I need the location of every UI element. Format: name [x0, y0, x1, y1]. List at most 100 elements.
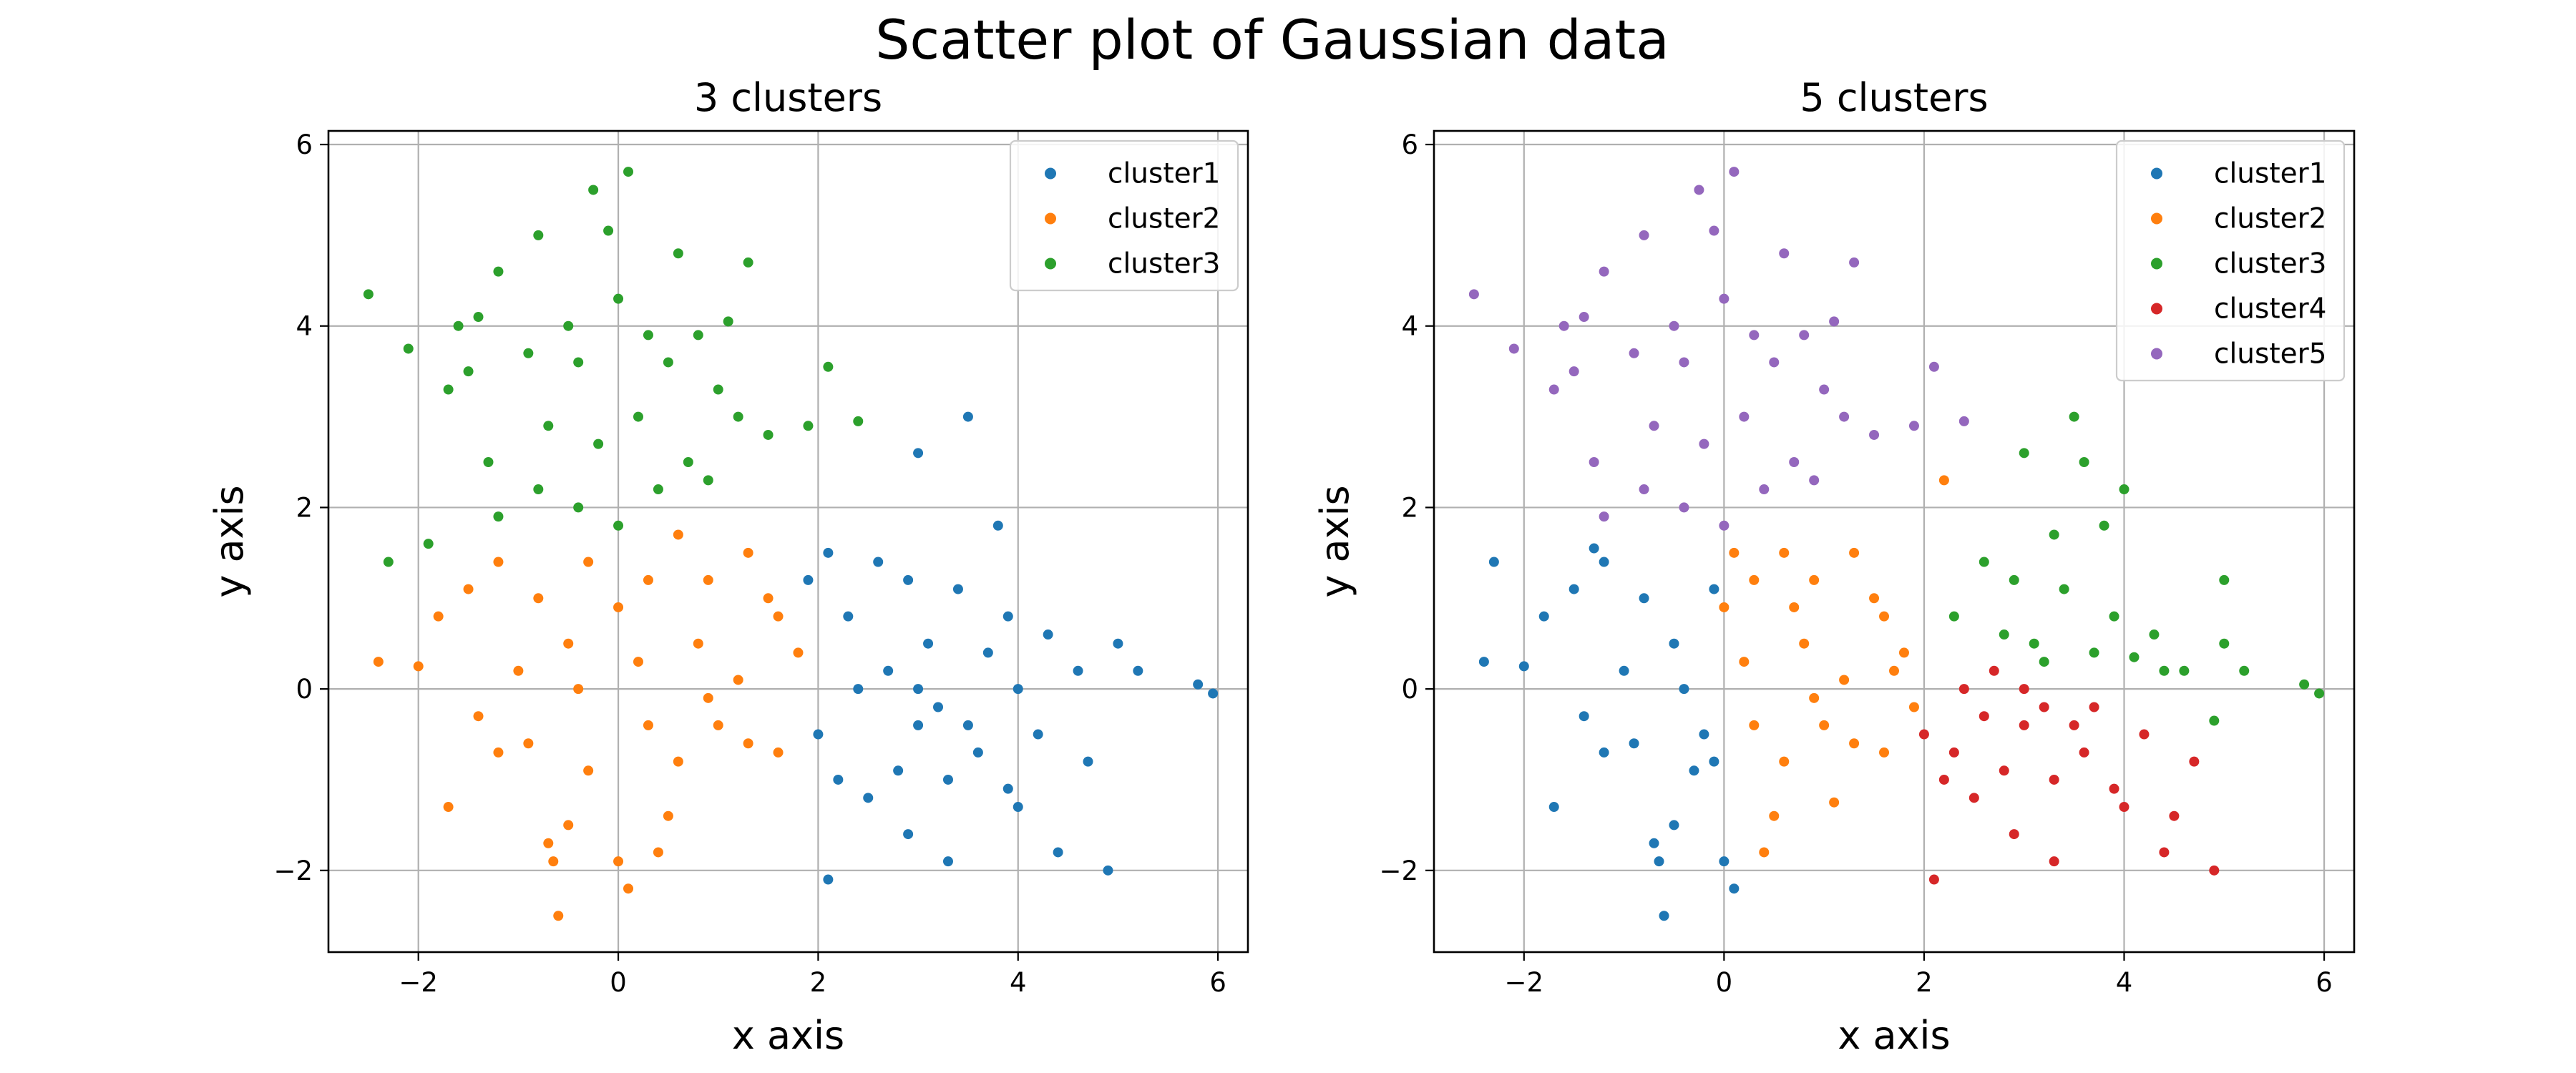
data-point-cluster2 — [1739, 657, 1750, 667]
data-point-cluster1 — [1589, 543, 1599, 554]
legend-marker-cluster2 — [1045, 212, 1056, 225]
data-point-cluster3 — [493, 266, 504, 277]
data-point-cluster2 — [1908, 702, 1919, 712]
data-point-cluster1 — [1133, 665, 1143, 676]
data-point-cluster4 — [1918, 729, 1929, 740]
data-point-cluster1 — [1679, 684, 1689, 695]
data-point-cluster3 — [2059, 584, 2069, 594]
data-point-cluster1 — [1639, 593, 1649, 604]
data-point-cluster3 — [623, 167, 634, 177]
data-point-cluster1 — [923, 638, 934, 649]
data-point-cluster3 — [533, 484, 544, 495]
series-cluster4 — [1918, 665, 2220, 885]
data-point-cluster3 — [573, 502, 584, 513]
data-point-cluster2 — [703, 574, 713, 585]
data-point-cluster1 — [823, 547, 834, 558]
data-point-cluster3 — [2299, 679, 2310, 690]
data-point-cluster2 — [743, 547, 753, 558]
data-point-cluster1 — [972, 747, 983, 758]
data-point-cluster3 — [383, 557, 394, 567]
data-point-cluster3 — [2009, 574, 2019, 585]
data-point-cluster2 — [1809, 692, 1820, 703]
legend-marker-cluster4 — [2151, 303, 2162, 315]
data-point-cluster2 — [1869, 593, 1880, 604]
data-point-cluster3 — [2109, 611, 2119, 622]
data-point-cluster2 — [673, 529, 683, 540]
data-point-cluster3 — [663, 357, 673, 368]
data-point-cluster1 — [853, 684, 864, 695]
data-point-cluster2 — [373, 657, 384, 667]
data-point-cluster2 — [643, 720, 653, 730]
x-tick-label: 0 — [610, 967, 627, 998]
data-point-cluster4 — [2079, 747, 2089, 758]
data-point-cluster1 — [1073, 665, 1083, 676]
data-point-cluster3 — [713, 384, 723, 395]
data-point-cluster5 — [1709, 225, 1719, 236]
data-point-cluster3 — [613, 520, 624, 531]
data-point-cluster1 — [1659, 911, 1669, 921]
data-point-cluster1 — [1709, 584, 1719, 594]
legend-box — [2115, 139, 2346, 382]
data-point-cluster4 — [2109, 783, 2119, 794]
data-point-cluster2 — [433, 611, 444, 622]
data-point-cluster3 — [593, 438, 604, 449]
y-tick-label: 6 — [1401, 129, 1418, 160]
data-point-cluster5 — [1589, 457, 1599, 468]
data-point-cluster2 — [703, 692, 713, 703]
legend-label: cluster4 — [2214, 293, 2326, 325]
data-point-cluster2 — [613, 602, 624, 612]
data-point-cluster5 — [1548, 384, 1559, 395]
data-point-cluster1 — [803, 574, 814, 585]
data-point-cluster2 — [463, 584, 474, 594]
data-point-cluster1 — [1053, 847, 1063, 858]
data-point-cluster1 — [982, 647, 993, 658]
data-point-cluster3 — [703, 475, 713, 486]
data-point-cluster1 — [833, 774, 844, 785]
data-point-cluster3 — [2099, 520, 2109, 531]
legend-marker-cluster2 — [2151, 212, 2162, 225]
data-point-cluster3 — [573, 357, 584, 368]
y-tick-label: 6 — [296, 129, 313, 160]
data-point-cluster3 — [2079, 457, 2089, 468]
data-point-cluster3 — [2314, 688, 2325, 699]
data-point-cluster2 — [583, 765, 594, 776]
data-point-cluster4 — [2039, 702, 2049, 712]
data-point-cluster4 — [1968, 793, 1979, 803]
data-point-cluster3 — [743, 257, 753, 268]
data-point-cluster4 — [2189, 756, 2200, 767]
x-tick-label: 2 — [810, 967, 827, 998]
data-point-cluster4 — [1958, 684, 1969, 695]
data-point-cluster2 — [1849, 738, 1860, 749]
y-tick-label: 4 — [296, 311, 313, 342]
data-point-cluster5 — [1819, 384, 1830, 395]
data-point-cluster1 — [962, 720, 973, 730]
data-point-cluster3 — [673, 248, 683, 259]
data-point-cluster4 — [1948, 747, 1959, 758]
figure-title: Scatter plot of Gaussian data — [875, 8, 1669, 72]
data-point-cluster1 — [1649, 838, 1659, 848]
data-point-cluster3 — [423, 539, 434, 549]
data-point-cluster5 — [1639, 484, 1649, 495]
data-point-cluster2 — [1759, 847, 1770, 858]
x-axis-label: x axis — [1838, 1013, 1950, 1058]
x-tick-label: 2 — [1916, 967, 1933, 998]
x-tick-label: 6 — [1209, 967, 1226, 998]
data-point-cluster5 — [1799, 330, 1810, 340]
data-point-cluster2 — [1849, 547, 1860, 558]
data-point-cluster3 — [693, 330, 703, 340]
data-point-cluster4 — [2049, 856, 2059, 867]
data-point-cluster3 — [723, 316, 733, 327]
data-point-cluster1 — [1103, 865, 1113, 876]
data-point-cluster3 — [2029, 638, 2039, 649]
data-point-cluster2 — [1879, 611, 1890, 622]
data-point-cluster2 — [473, 711, 484, 722]
data-point-cluster2 — [493, 747, 504, 758]
data-point-cluster3 — [633, 411, 643, 422]
data-point-cluster2 — [673, 756, 683, 767]
data-point-cluster3 — [603, 225, 614, 236]
data-point-cluster4 — [2069, 720, 2079, 730]
data-point-cluster3 — [653, 484, 663, 495]
data-point-cluster3 — [853, 416, 864, 426]
data-point-cluster3 — [2039, 657, 2049, 667]
